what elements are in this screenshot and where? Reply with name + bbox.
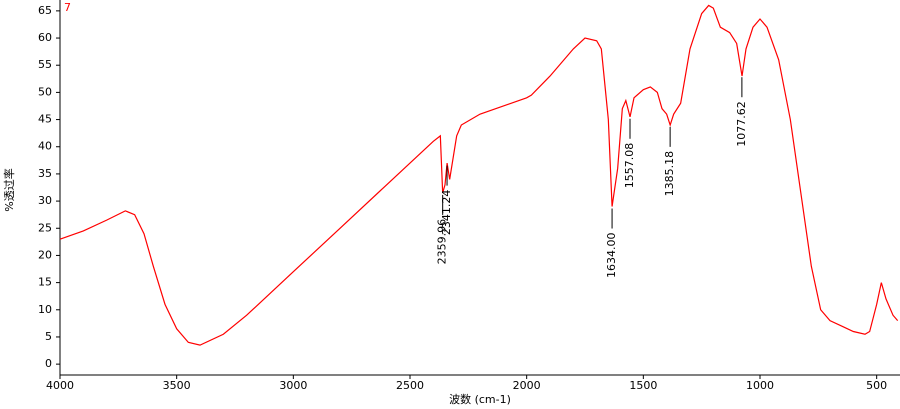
y-tick-label: 20: [38, 248, 52, 261]
y-axis-label: %透过率: [2, 168, 16, 211]
x-tick-label: 3500: [163, 379, 191, 392]
y-tick-label: 5: [45, 330, 52, 343]
y-tick-label: 30: [38, 194, 52, 207]
annotation-label: 2341.24: [440, 190, 453, 236]
y-tick-label: 0: [45, 357, 52, 370]
spectrum-line: [59, 4, 899, 346]
y-tick-label: 10: [38, 303, 52, 316]
x-tick-label: 1500: [629, 379, 657, 392]
annotation-label: 1634.00: [605, 233, 618, 278]
x-tick-label: 2500: [396, 379, 424, 392]
x-tick-label: 500: [866, 379, 887, 392]
y-tick-label: 60: [38, 31, 52, 44]
annotation-label: 1557.08: [623, 143, 636, 189]
series-label: 7: [64, 1, 71, 14]
y-tick-label: 50: [38, 85, 52, 98]
y-tick-label: 25: [38, 221, 52, 234]
y-tick-label: 45: [38, 113, 52, 126]
x-tick-label: 4000: [46, 379, 74, 392]
y-tick-label: 55: [38, 58, 52, 71]
y-tick-label: 15: [38, 276, 52, 289]
x-tick-label: 3000: [279, 379, 307, 392]
x-axis-label: 波数 (cm-1): [449, 393, 511, 406]
annotation-label: 2359.96: [436, 219, 449, 264]
x-tick-label: 2000: [513, 379, 541, 392]
y-tick-label: 65: [38, 4, 52, 17]
y-tick-label: 35: [38, 167, 52, 180]
y-tick-label: 40: [38, 140, 52, 153]
x-tick-label: 1000: [746, 379, 774, 392]
annotation-label: 1385.18: [663, 151, 676, 197]
annotation-label: 1077.62: [735, 101, 748, 147]
